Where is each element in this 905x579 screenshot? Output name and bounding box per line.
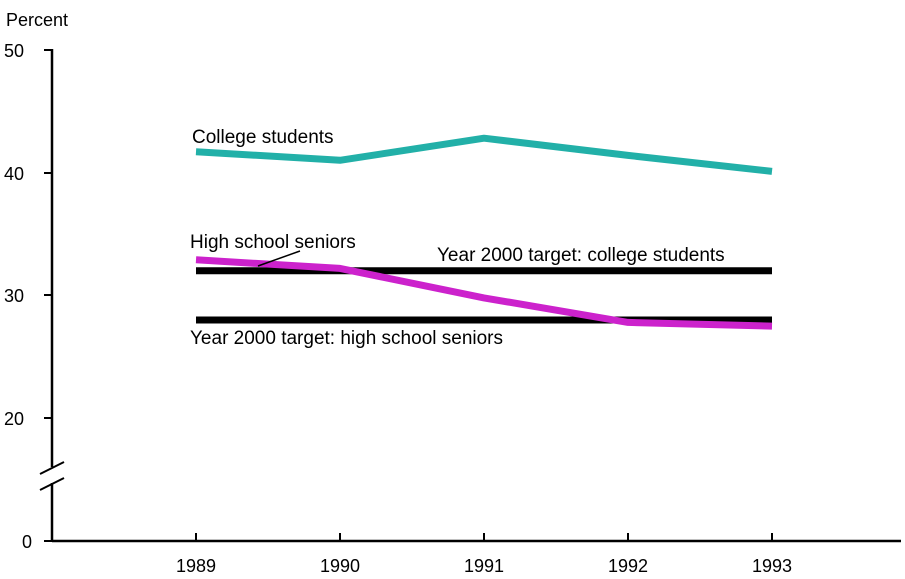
series-label-target-college-students: Year 2000 target: college students <box>437 245 725 266</box>
x-tick-label-1991: 1991 <box>464 556 504 576</box>
axes <box>50 49 901 543</box>
series-annotations: College students High school seniors Yea… <box>190 127 725 349</box>
series-line-high-school-seniors <box>195 256 773 330</box>
y-tick-label-40: 40 <box>4 164 24 184</box>
series-label-high-school-seniors: High school seniors <box>190 232 356 253</box>
series-high-school-seniors <box>195 256 773 330</box>
axis-break-mark-lower <box>39 477 65 491</box>
y-tick-label-30: 30 <box>4 286 24 306</box>
series-label-college-students: College students <box>192 127 334 148</box>
x-axis-ticks <box>195 533 773 541</box>
y-axis-ticks <box>44 49 52 542</box>
series-layer <box>195 134 773 330</box>
x-tick-label-1992: 1992 <box>608 556 648 576</box>
x-tick-label-1990: 1990 <box>320 556 360 576</box>
y-axis-title: Percent <box>6 10 68 30</box>
y-tick-label-0: 0 <box>22 532 32 552</box>
series-label-target-high-school-seniors: Year 2000 target: high school seniors <box>190 328 503 349</box>
y-tick-labels: 50 40 30 20 0 <box>4 41 32 552</box>
x-tick-label-1993: 1993 <box>752 556 792 576</box>
series-line-college-students <box>195 134 773 175</box>
x-tick-labels: 1989 1990 1991 1992 1993 <box>176 556 792 576</box>
x-tick-label-1989: 1989 <box>176 556 216 576</box>
y-tick-label-20: 20 <box>4 409 24 429</box>
axis-break-mark-upper <box>39 461 65 475</box>
high-school-seniors-leader-line <box>257 250 301 267</box>
series-college-students <box>195 134 773 175</box>
y-tick-label-50: 50 <box>4 41 24 61</box>
axis-break-icon <box>39 461 65 491</box>
